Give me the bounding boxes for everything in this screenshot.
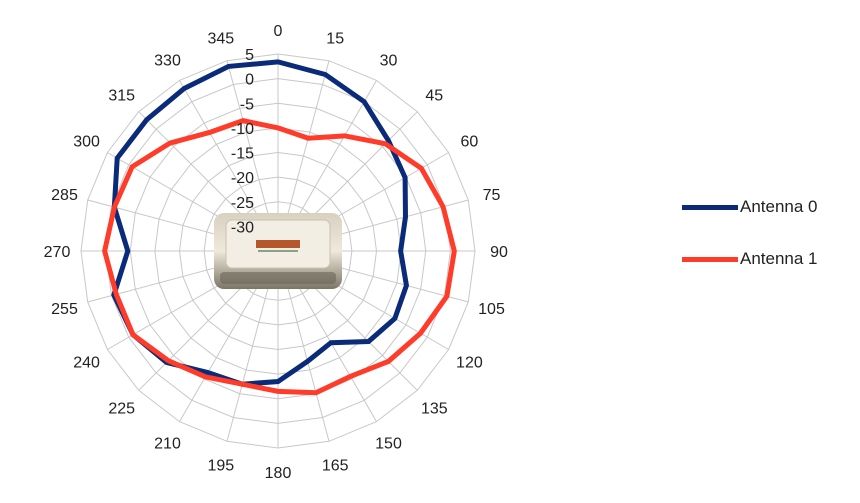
angle-tick-label: 180 <box>265 465 292 482</box>
access-point-base <box>220 272 336 284</box>
radial-tick-label: -5 <box>240 96 254 113</box>
angle-tick-label: 15 <box>326 31 344 48</box>
legend-swatch-antenna-1 <box>682 256 738 262</box>
series-line-antenna-0 <box>111 59 410 387</box>
legend: Antenna 0 Antenna 1 <box>682 193 818 297</box>
angle-tick-label: 90 <box>490 244 508 261</box>
radial-tick-label: 5 <box>245 47 254 64</box>
aruba-logo-subtext <box>258 250 298 252</box>
angle-tick-label: 195 <box>207 458 234 475</box>
angle-tick-label: 120 <box>456 355 483 372</box>
angle-tick-label: 225 <box>108 400 135 417</box>
aruba-logo <box>256 240 300 248</box>
radial-tick-label: -10 <box>231 121 254 138</box>
angle-tick-label: 75 <box>483 187 501 204</box>
angle-tick-label: 255 <box>51 301 78 318</box>
angle-tick-label: 240 <box>73 355 100 372</box>
legend-swatch-antenna-0 <box>682 204 738 210</box>
radial-tick-label: -25 <box>231 195 254 212</box>
angle-tick-label: 285 <box>51 187 78 204</box>
radial-tick-label: 0 <box>245 72 254 89</box>
angle-tick-label: 45 <box>425 88 443 105</box>
angle-tick-label: 315 <box>108 88 135 105</box>
legend-item-antenna-1: Antenna 1 <box>682 245 818 273</box>
axis-labels: 0 15 30 45 60 75 90 105 120 135 150 165 180 195 210 225… <box>44 23 508 482</box>
center-image-access-point <box>214 213 342 289</box>
radial-tick-label: -30 <box>231 219 254 236</box>
angle-tick-label: 105 <box>478 301 505 318</box>
legend-item-antenna-0: Antenna 0 <box>682 193 818 221</box>
angle-tick-label: 210 <box>154 435 181 452</box>
angle-tick-label: 330 <box>154 53 181 70</box>
angle-tick-label: 150 <box>375 435 402 452</box>
angle-tick-label: 270 <box>44 244 71 261</box>
legend-label-antenna-0: Antenna 0 <box>740 197 818 216</box>
series-lines <box>102 59 457 396</box>
angle-tick-label: 345 <box>207 31 234 48</box>
angle-tick-label: 0 <box>274 23 283 40</box>
series-line-antenna-1 <box>102 118 457 396</box>
angle-tick-label: 135 <box>421 400 448 417</box>
angle-tick-label: 30 <box>380 53 398 70</box>
radial-tick-label: -15 <box>231 146 254 163</box>
radial-tick-label: -20 <box>231 170 254 187</box>
angle-tick-label: 60 <box>461 134 479 151</box>
angle-tick-label: 300 <box>73 134 100 151</box>
angle-tick-label: 165 <box>322 458 349 475</box>
legend-label-antenna-1: Antenna 1 <box>740 249 818 268</box>
